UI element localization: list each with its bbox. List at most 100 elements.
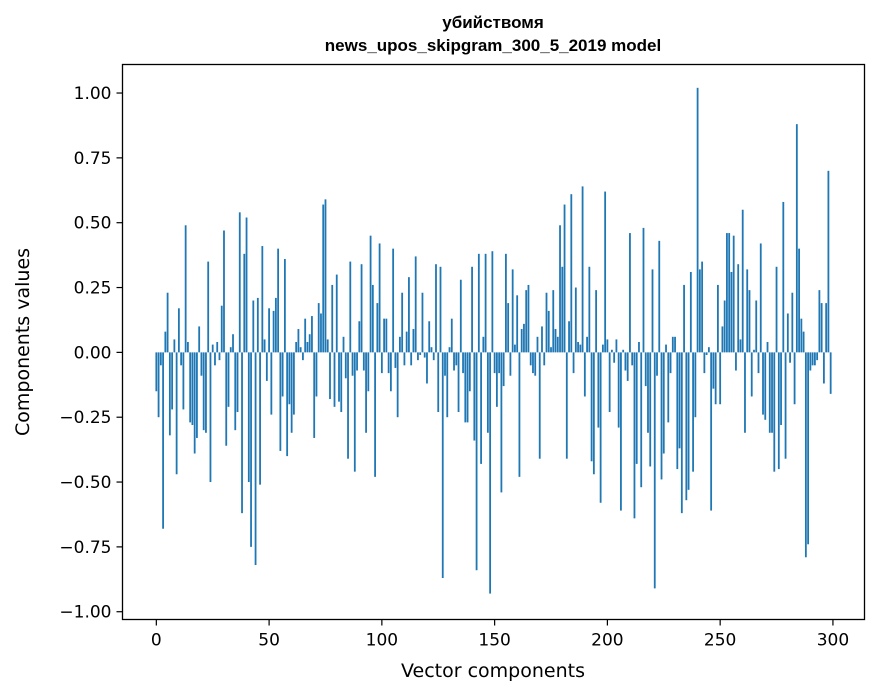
bar (464, 352, 467, 423)
bar (588, 266, 591, 353)
bar (439, 266, 442, 353)
bar (250, 352, 252, 547)
bar (825, 303, 828, 353)
bar (344, 352, 347, 379)
bar (674, 336, 676, 353)
bar (705, 352, 708, 355)
bar (813, 352, 816, 366)
bar (536, 336, 539, 353)
bar (333, 352, 336, 407)
bar (525, 290, 528, 353)
bar (155, 352, 158, 392)
bar (721, 326, 724, 353)
bar (220, 305, 223, 353)
bar (283, 259, 286, 353)
bar (583, 352, 586, 397)
bar (597, 352, 600, 428)
bar (782, 201, 785, 353)
bar (311, 316, 313, 353)
bar (791, 292, 794, 353)
bar (694, 352, 697, 418)
bar (430, 347, 433, 353)
bar (534, 352, 537, 376)
bar (735, 352, 737, 371)
bar (394, 352, 397, 368)
bar (229, 347, 232, 353)
bar (313, 352, 316, 438)
bar (288, 352, 291, 405)
bar (175, 352, 178, 475)
bar (159, 352, 162, 366)
bar (205, 352, 207, 433)
bar (514, 344, 516, 353)
bar (421, 292, 424, 353)
bar (687, 352, 690, 490)
bar (238, 212, 241, 353)
bar (385, 318, 388, 353)
bar (626, 352, 629, 381)
bar (396, 352, 399, 418)
bar (581, 186, 584, 353)
bar (480, 352, 482, 464)
bar (748, 290, 751, 353)
bar (495, 352, 498, 407)
bar (157, 352, 160, 418)
bar (660, 352, 663, 480)
bar (809, 352, 812, 371)
bar (274, 297, 277, 353)
bar (173, 339, 176, 353)
bar (500, 352, 503, 493)
bar (347, 352, 349, 459)
bar (613, 352, 616, 363)
bar (561, 266, 564, 353)
bar (728, 233, 731, 353)
bar (552, 290, 555, 353)
y-tick-label: 1.00 (74, 84, 112, 104)
bar (378, 243, 381, 353)
bar (701, 261, 704, 353)
bar (698, 269, 701, 353)
bar (369, 235, 372, 353)
y-tick-label: −0.50 (59, 473, 111, 493)
bar (272, 310, 275, 353)
bar (595, 290, 598, 353)
bar (550, 347, 552, 353)
y-tick-label: 0.00 (74, 343, 112, 363)
bar (198, 326, 201, 353)
bar (829, 352, 832, 394)
x-tick-label: 50 (258, 631, 280, 651)
bar (489, 352, 492, 594)
bar (685, 352, 688, 501)
y-tick-label: 0.50 (74, 214, 112, 234)
bar (387, 352, 390, 374)
bar (746, 269, 749, 353)
bar (450, 318, 453, 353)
bar (477, 253, 480, 353)
bar (527, 284, 530, 353)
y-axis-label: Components values (12, 248, 34, 436)
bar (399, 336, 401, 353)
bar (601, 344, 604, 353)
bar (259, 352, 261, 485)
bar (236, 352, 239, 413)
bar (617, 352, 620, 428)
bar (367, 352, 370, 392)
bar (414, 256, 417, 353)
bar (340, 352, 343, 413)
bar (293, 352, 295, 415)
bar (371, 284, 374, 353)
bar (804, 352, 807, 558)
bar (254, 352, 257, 566)
bar (518, 352, 521, 477)
bar (780, 352, 782, 425)
bar (389, 352, 392, 392)
bar (351, 352, 354, 376)
bar (432, 352, 435, 361)
bar (800, 318, 803, 353)
bar (290, 352, 293, 433)
bar (773, 352, 776, 472)
bar (295, 342, 298, 353)
plot-frame (121, 63, 866, 621)
bar (599, 352, 602, 503)
bar (658, 240, 661, 353)
